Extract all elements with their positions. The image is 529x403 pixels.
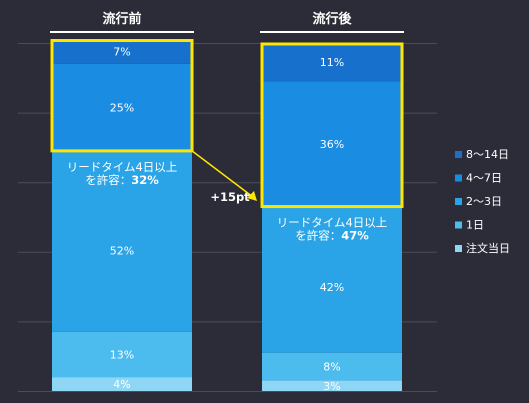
bar-segment	[52, 377, 192, 391]
legend-label: 注文当日	[466, 241, 510, 255]
legend-label: 2～3日	[466, 195, 502, 208]
highlight-boxes	[50, 39, 404, 209]
arrow-head	[247, 191, 257, 201]
value-label: 13%	[110, 348, 134, 361]
legend-swatch	[455, 151, 462, 158]
legend-swatch	[455, 245, 462, 252]
annotation-value: 32%	[131, 173, 159, 187]
change-label: +15pt	[210, 190, 250, 204]
bar-segment	[52, 331, 192, 378]
value-label: 8%	[323, 361, 340, 374]
bar-segment	[262, 81, 402, 207]
value-label: 25%	[110, 101, 134, 114]
bar-segment	[262, 380, 402, 391]
value-labels: 4% 13% 52% 25% 7% 3% 8% 42% 36% 11%	[110, 46, 344, 393]
legend-label: 4～7日	[466, 172, 502, 185]
value-label: 3%	[323, 380, 340, 393]
legend-swatch	[455, 174, 462, 182]
category-label: 流行後	[312, 11, 352, 27]
legend-label: 8～14日	[466, 148, 509, 161]
bar-segment	[262, 352, 402, 381]
annotation-line: を許容：32%	[85, 173, 159, 187]
bar-segment	[52, 63, 192, 151]
value-label: 36%	[320, 138, 344, 151]
annotation-line: を許容：47%	[295, 229, 369, 243]
legend-swatch	[455, 198, 462, 205]
category-labels: 流行前 流行後	[50, 11, 404, 33]
value-label: 42%	[320, 281, 344, 294]
value-label: 11%	[320, 56, 344, 69]
annotation-line: リードタイム4日以上	[277, 216, 388, 230]
arrow-line	[191, 150, 254, 198]
legend-label: 1日	[466, 219, 484, 232]
value-label: 4%	[113, 378, 130, 391]
change-arrow: +15pt	[191, 150, 257, 204]
bar-segment	[52, 150, 192, 332]
annotation-line: リードタイム4日以上	[67, 160, 178, 174]
bar-stacks	[52, 39, 402, 391]
bar-segment	[262, 206, 402, 353]
annotation-prefix: を許容：	[295, 229, 341, 243]
annotation-prefix: を許容：	[85, 173, 131, 187]
highlight-box	[260, 42, 404, 209]
annotation-value: 47%	[341, 229, 369, 243]
bar-segment	[262, 43, 402, 82]
value-label: 52%	[110, 244, 134, 257]
highlight-box	[50, 39, 194, 153]
value-label: 7%	[113, 46, 130, 59]
legend-swatch	[455, 221, 462, 229]
bar-segment	[52, 39, 192, 64]
category-label: 流行前	[102, 11, 141, 27]
